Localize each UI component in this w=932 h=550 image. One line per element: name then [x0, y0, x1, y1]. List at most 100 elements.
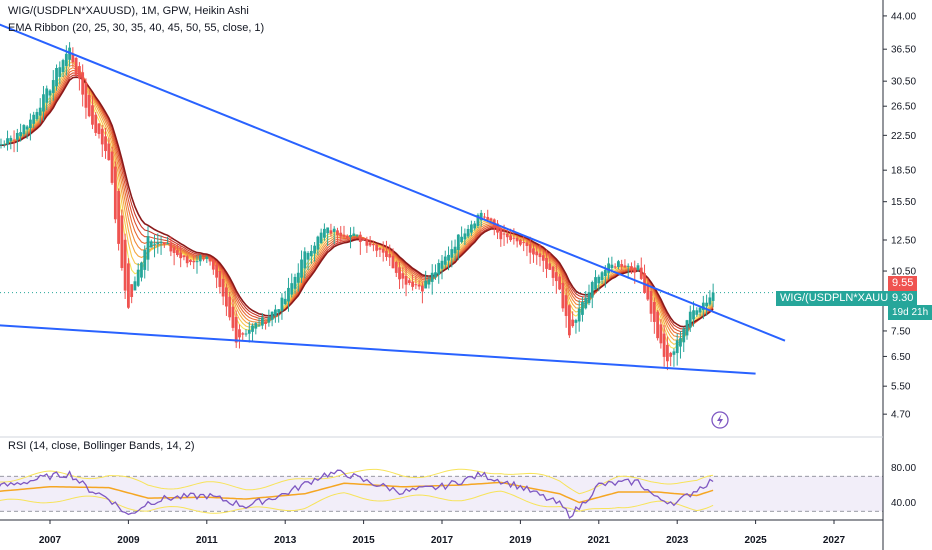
candle-body	[515, 237, 519, 242]
ema-line-35	[0, 67, 714, 338]
candle-body	[525, 242, 529, 246]
rsi-line	[0, 469, 714, 520]
candle-body	[176, 250, 179, 256]
candle-body	[437, 263, 441, 275]
candle-body	[64, 53, 68, 66]
candle-body	[169, 243, 173, 252]
price-tick-label: 30.50	[891, 77, 916, 88]
price-tick-label: 36.50	[891, 45, 916, 56]
candle-body	[74, 57, 78, 75]
candle-body	[603, 269, 607, 277]
candle-body	[685, 320, 689, 336]
candle-body	[486, 216, 490, 220]
candle-body	[607, 263, 610, 273]
candle-body	[388, 253, 392, 258]
candle-body	[414, 284, 418, 286]
candle-body	[633, 267, 637, 273]
candle-body	[646, 282, 650, 300]
candle-body	[280, 297, 284, 311]
candle-body	[326, 227, 330, 234]
candle-body	[620, 264, 624, 267]
candle-body	[25, 126, 29, 130]
indicator-legend[interactable]: EMA Ribbon (20, 25, 30, 35, 40, 45, 50, …	[8, 22, 265, 34]
candle-body	[541, 255, 545, 261]
candle-body	[587, 292, 591, 304]
candle-body	[306, 252, 310, 260]
candle-body	[473, 223, 477, 229]
rsi-legend[interactable]: RSI (14, close, Bollinger Bands, 14, 2)	[8, 440, 195, 452]
candle-body	[626, 265, 630, 267]
candle-body	[378, 247, 382, 250]
candle-body	[189, 259, 192, 262]
candle-body	[290, 283, 294, 295]
price-tick-label: 18.50	[891, 166, 916, 177]
candle-body	[296, 272, 300, 283]
price-tick-label: 12.50	[891, 235, 916, 246]
candle-body	[110, 151, 114, 183]
rsi-band-fill	[0, 476, 883, 512]
candle-body	[695, 310, 699, 315]
lower-trendline	[0, 324, 756, 375]
candle-body	[561, 282, 565, 309]
candle-body	[198, 255, 202, 262]
candle-body	[447, 254, 450, 261]
candle-body	[519, 239, 522, 245]
candle-body	[545, 257, 548, 269]
price-tick-label: 6.50	[891, 352, 911, 363]
ema-line-30	[0, 64, 714, 341]
lightning-icon[interactable]	[711, 411, 729, 429]
candle-body	[78, 66, 81, 79]
candle-body	[365, 239, 369, 246]
candle-body	[342, 234, 346, 237]
candle-body	[339, 232, 343, 237]
chart-title[interactable]: WIG/(USDPLN*XAUUSD), 1M, GPW, Heikin Ash…	[8, 5, 249, 17]
time-tick-label: 2011	[196, 535, 218, 546]
candle-body	[218, 270, 222, 287]
candle-body	[630, 266, 633, 269]
trendlines[interactable]	[0, 16, 786, 375]
candle-body	[316, 236, 320, 250]
candle-body	[675, 340, 679, 354]
candle-body	[574, 320, 578, 323]
candles	[0, 42, 715, 371]
candle-body	[140, 262, 143, 278]
candle-body	[450, 249, 454, 258]
candle-body	[149, 241, 153, 248]
candle-body	[202, 258, 205, 260]
candle-body	[558, 276, 561, 290]
candle-body	[401, 273, 405, 279]
candle-body	[698, 307, 702, 313]
time-tick-label: 2009	[117, 535, 140, 546]
rsi-tick-label: 80.00	[891, 463, 916, 474]
candle-body	[260, 317, 264, 326]
candle-body	[600, 272, 604, 280]
ema-line-40	[0, 69, 714, 335]
candle-body	[215, 264, 218, 278]
candle-body	[231, 306, 235, 328]
candle-body	[12, 139, 16, 141]
candle-body	[398, 267, 401, 280]
time-tick-label: 2017	[431, 535, 454, 546]
candle-body	[319, 232, 323, 243]
candle-body	[283, 298, 287, 305]
upper-trendline	[0, 23, 786, 342]
candle-body	[571, 319, 575, 327]
price-tick-label: 22.50	[891, 131, 916, 142]
candle-body	[195, 261, 199, 263]
candle-body	[156, 242, 160, 245]
candle-body	[293, 276, 297, 289]
candle-body	[277, 309, 281, 313]
candle-body	[247, 329, 251, 334]
candle-body	[427, 279, 431, 285]
candle-body	[649, 290, 653, 314]
candle-body	[274, 309, 277, 316]
candle-body	[659, 324, 663, 344]
candle-body	[568, 305, 571, 336]
candle-body	[538, 253, 542, 258]
candle-body	[130, 284, 134, 297]
candle-body	[407, 280, 411, 284]
candle-body	[81, 72, 85, 95]
candle-body	[251, 325, 254, 332]
